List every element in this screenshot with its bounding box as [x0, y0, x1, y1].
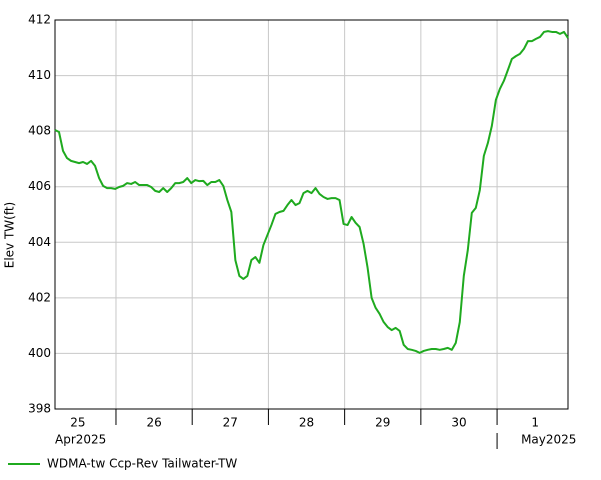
y-tick-label: 408: [28, 124, 51, 138]
data-line: [54, 30, 569, 354]
y-tick-label: 410: [28, 68, 51, 82]
x-tick-label: 25: [70, 416, 85, 430]
y-tick-label: 412: [28, 13, 51, 27]
x-tick-label: 1: [531, 416, 539, 430]
x-tick-label: 27: [223, 416, 238, 430]
y-tick-label: 400: [28, 346, 51, 360]
x-tick-label: 30: [451, 416, 466, 430]
y-tick-label: 406: [28, 179, 51, 193]
plot-frame: [54, 19, 569, 410]
x-tick-label: 26: [146, 416, 161, 430]
month-label: May2025: [521, 433, 576, 447]
x-tick-label: 28: [299, 416, 314, 430]
y-axis-label: Elev TW(ft): [3, 202, 17, 269]
y-tick-label: 398: [28, 402, 51, 416]
y-tick-label: 402: [28, 290, 51, 304]
legend-label: WDMA-tw Ccp-Rev Tailwater-TW: [47, 457, 237, 471]
month-label: Apr2025: [55, 433, 106, 447]
y-tick-label: 404: [28, 235, 51, 249]
x-tick-label: 29: [375, 416, 390, 430]
